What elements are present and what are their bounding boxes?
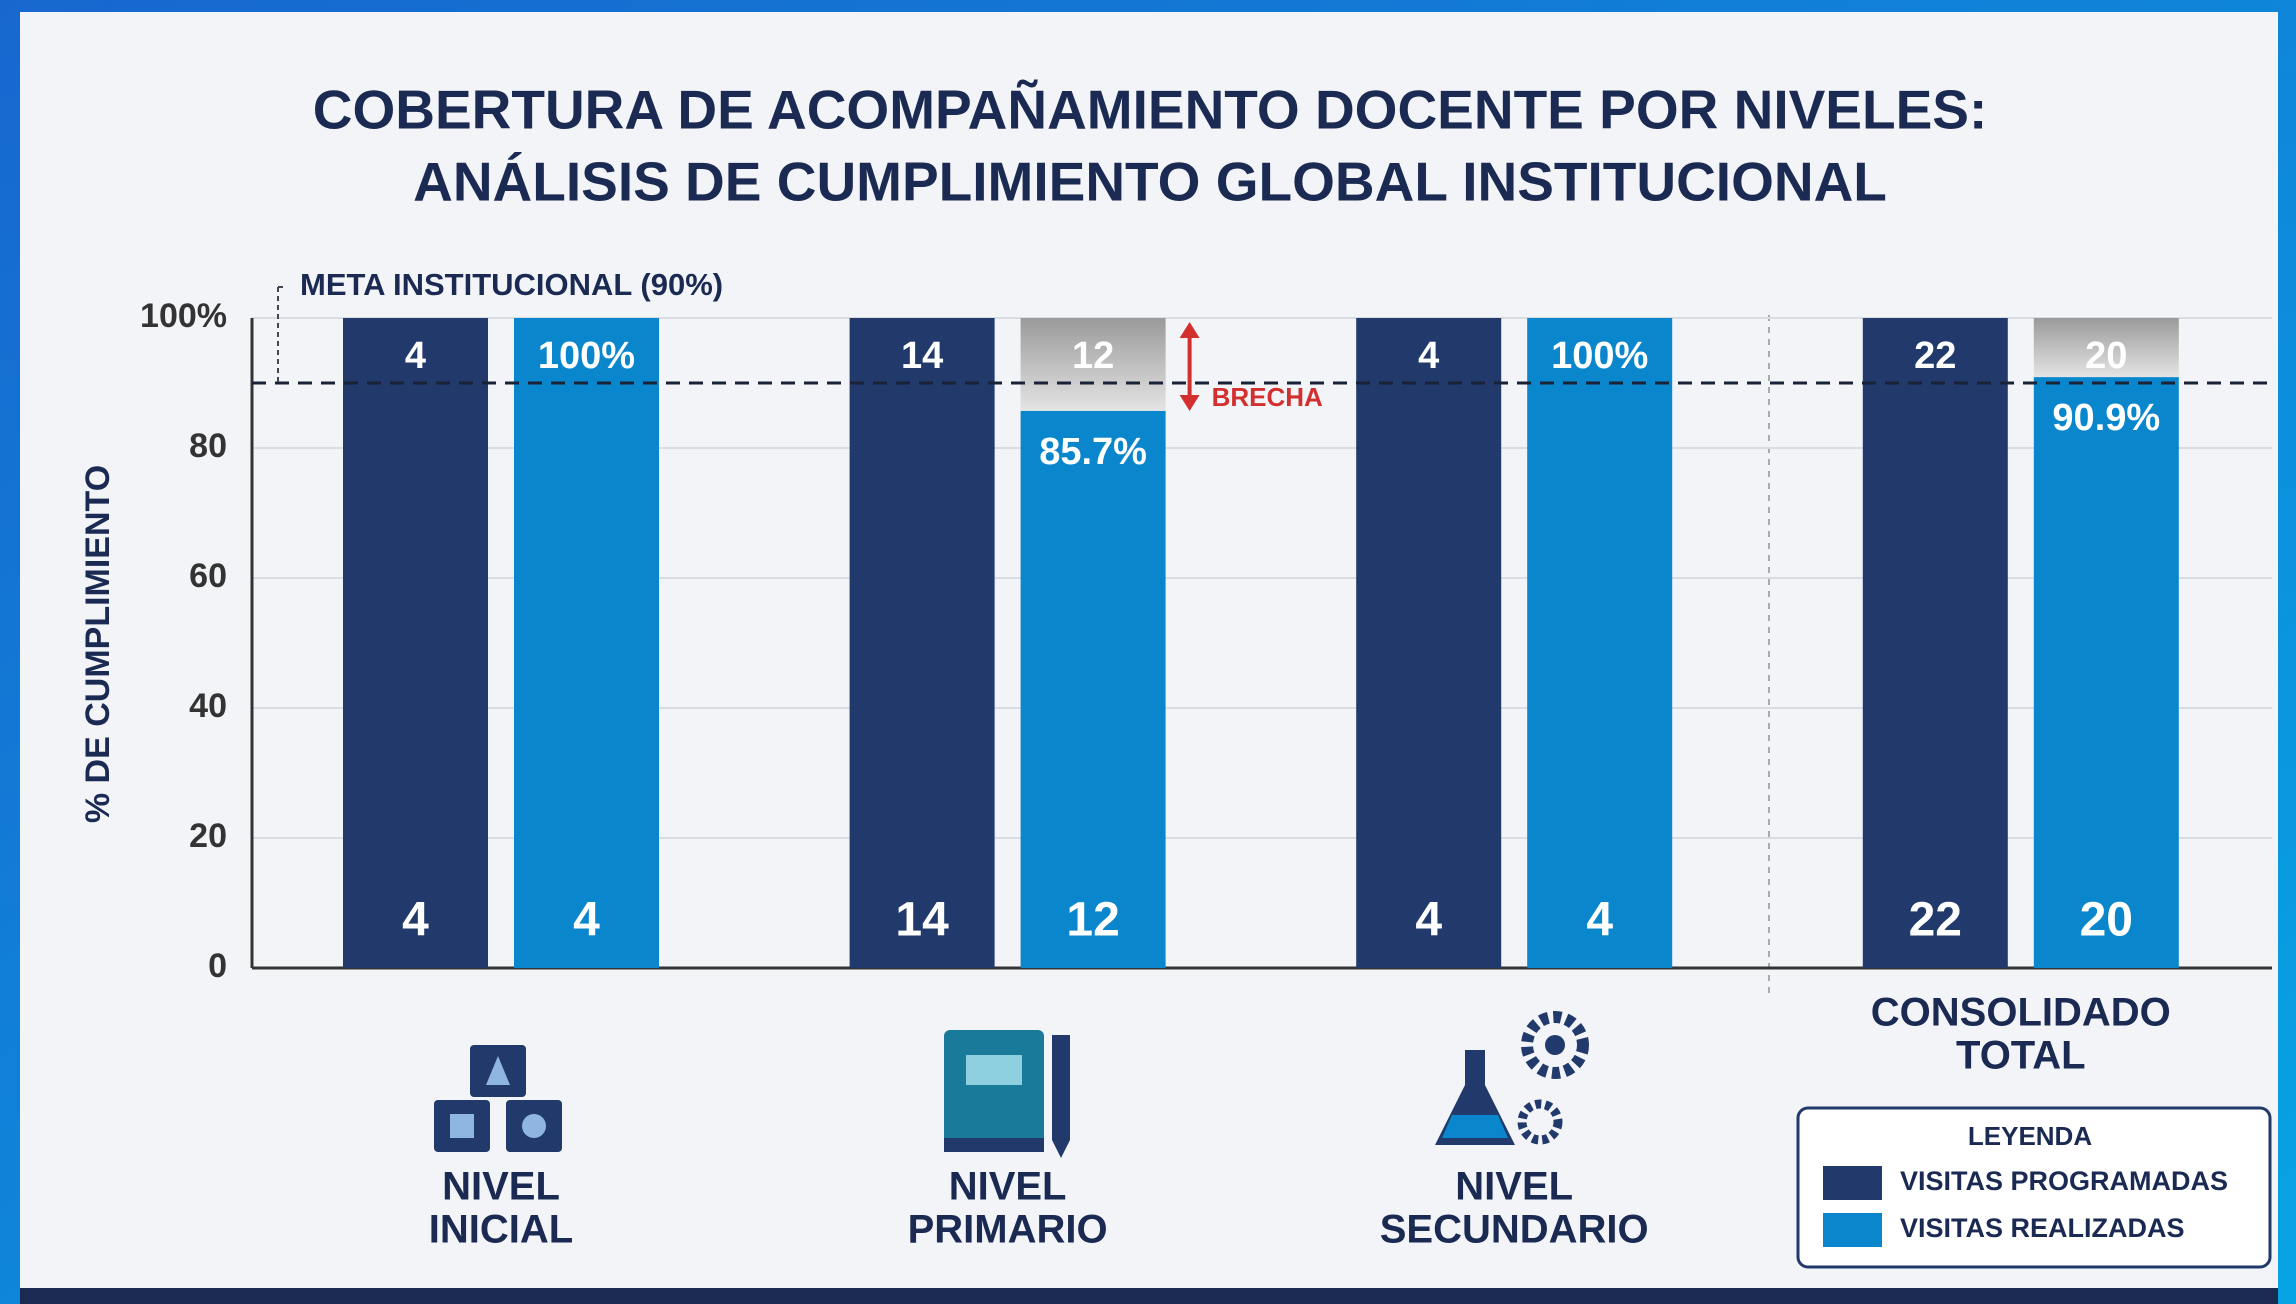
bar: [2033, 377, 2179, 968]
legend-label: VISITAS PROGRAMADAS: [1900, 1166, 2228, 1196]
chart-title: ANÁLISIS DE CUMPLIMIENTO GLOBAL INSTITUC…: [413, 151, 1887, 213]
legend-swatch: [1823, 1213, 1882, 1247]
bar-count-label: 14: [895, 894, 949, 947]
bottom-strip: [20, 1288, 2278, 1304]
bar-count-label: 4: [1586, 894, 1613, 947]
gap-cap: [1020, 318, 1166, 411]
x-tick-label: INICIAL: [429, 1208, 573, 1252]
y-tick-label: 100%: [140, 297, 227, 335]
gap-label: BRECHA: [1212, 382, 1323, 412]
legend-label: VISITAS REALIZADAS: [1900, 1213, 2185, 1243]
y-tick-label: 40: [189, 687, 227, 725]
x-tick-label: TOTAL: [1956, 1034, 2086, 1078]
bar-top-count: 12: [1072, 335, 1114, 377]
icon-flask-gear: [1435, 1011, 1589, 1145]
gap-arrow-head: [1179, 322, 1200, 338]
y-tick-label: 20: [189, 817, 227, 855]
bar-top-count: 20: [2085, 335, 2127, 377]
data-label: 90.9%: [2052, 397, 2160, 439]
bar-count-label: 22: [1909, 894, 1962, 947]
x-tick-label: NIVEL: [1455, 1165, 1573, 1209]
bar: [1862, 318, 2008, 968]
bar: [849, 318, 995, 968]
icon-blocks: [434, 1045, 562, 1152]
x-tick-label: PRIMARIO: [908, 1208, 1108, 1252]
bar: [514, 318, 659, 968]
bar-top-count: 4: [1418, 335, 1439, 377]
y-axis-label: % DE CUMPLIMIENTO: [79, 465, 117, 823]
bar-count-label: 4: [402, 894, 429, 947]
gap-cap: [2033, 318, 2179, 378]
icon-book: [944, 1030, 1070, 1158]
bar-count-label: 12: [1066, 894, 1119, 947]
bar: [1527, 318, 1673, 968]
x-tick-label: NIVEL: [442, 1165, 560, 1209]
x-tick-label: NIVEL: [949, 1165, 1067, 1209]
legend-title: LEYENDA: [1968, 1121, 2092, 1151]
legend-swatch: [1823, 1166, 1882, 1200]
data-label: 100%: [1551, 335, 1648, 377]
data-label: 85.7%: [1039, 431, 1147, 473]
y-tick-label: 80: [189, 427, 227, 465]
bar: [1020, 410, 1166, 968]
y-tick-label: 60: [189, 557, 227, 595]
bar-count-label: 4: [573, 894, 600, 947]
bar-top-count: 22: [1914, 335, 1956, 377]
bar: [1356, 318, 1502, 968]
y-tick-label: 0: [208, 947, 227, 985]
target-label: META INSTITUCIONAL (90%): [300, 267, 723, 302]
legend-box: [1796, 1106, 2272, 1269]
gap-arrow-head: [1179, 394, 1200, 411]
x-tick-label: SECUNDARIO: [1380, 1208, 1649, 1252]
x-tick-label: CONSOLIDADO: [1871, 991, 2171, 1035]
chart-title: COBERTURA DE ACOMPAÑAMIENTO DOCENTE POR …: [313, 79, 1988, 141]
bar-count-label: 4: [1415, 894, 1442, 947]
bar-count-label: 20: [2080, 894, 2133, 947]
bar: [343, 318, 488, 968]
data-label: 100%: [538, 335, 635, 377]
bar-top-count: 14: [901, 335, 943, 377]
target-bracket: [277, 286, 286, 383]
bar-top-count: 4: [405, 335, 426, 377]
